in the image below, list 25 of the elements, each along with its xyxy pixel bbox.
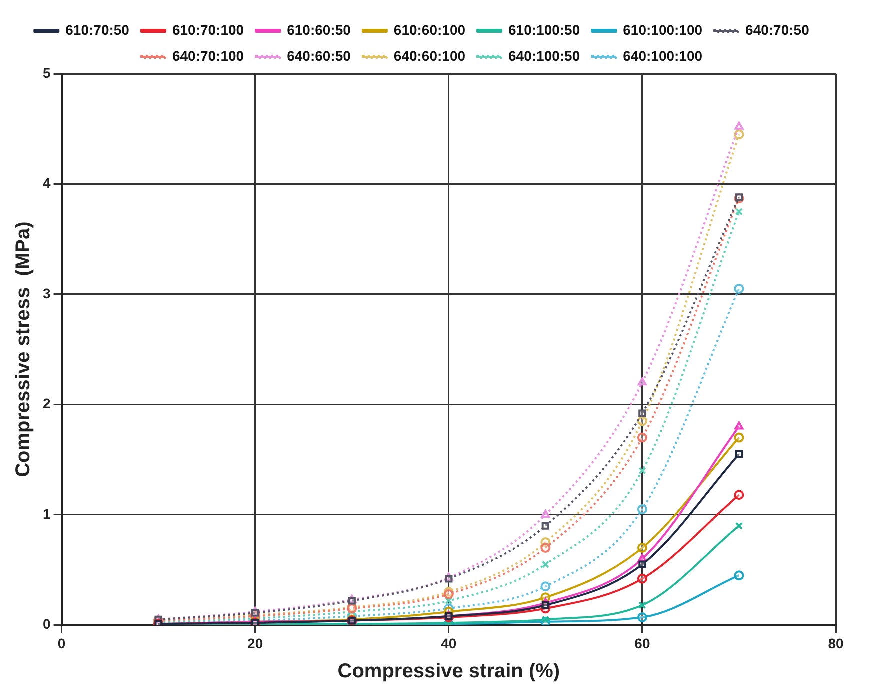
legend-label: 640:60:100 — [394, 48, 466, 64]
x-tick-label: 0 — [58, 635, 66, 652]
x-tick-label: 60 — [634, 635, 650, 652]
legend-label: 610:100:100 — [623, 22, 703, 38]
y-tick-label: 4 — [42, 175, 51, 192]
y-axis-title: Compressive stress (MPa) — [12, 222, 35, 478]
legend-label: 610:100:50 — [508, 22, 580, 38]
y-tick-label: 0 — [42, 616, 51, 632]
legend-label: 640:100:50 — [508, 48, 580, 64]
y-tick-label: 3 — [42, 285, 51, 302]
legend-label: 640:70:50 — [746, 22, 810, 38]
legend-label: 610:70:50 — [66, 22, 130, 38]
x-tick-label: 80 — [828, 635, 844, 652]
x-tick-label: 40 — [441, 635, 457, 652]
legend-label: 640:100:100 — [623, 48, 703, 64]
legend-label: 610:60:50 — [287, 22, 352, 38]
legend-label: 610:70:100 — [172, 22, 244, 38]
y-tick-label: 5 — [42, 64, 51, 81]
y-tick-label: 2 — [42, 396, 51, 412]
x-axis-title: Compressive strain (%) — [338, 660, 560, 683]
legend-label: 610:60:100 — [394, 22, 466, 38]
x-tick-label: 20 — [248, 635, 264, 652]
legend-label: 640:60:50 — [287, 48, 352, 64]
y-tick-label: 1 — [42, 506, 51, 522]
legend-label: 640:70:100 — [172, 48, 244, 64]
